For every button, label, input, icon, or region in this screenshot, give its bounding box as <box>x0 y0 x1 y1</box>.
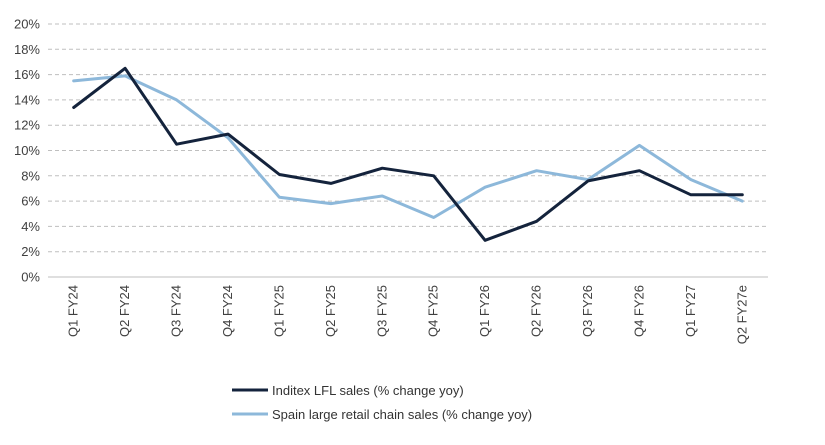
x-tick-label: Q1 FY24 <box>66 285 81 337</box>
gridlines <box>48 23 768 278</box>
x-tick-label: Q1 FY25 <box>271 285 286 337</box>
x-tick-label: Q2 FY27e <box>734 285 749 344</box>
legend: Inditex LFL sales (% change yoy) Spain l… <box>232 383 532 422</box>
x-axis-ticks: Q1 FY24 Q2 FY24 Q3 FY24 Q4 FY24 Q1 FY25 Q2 FY… <box>66 285 750 344</box>
y-tick-label: 18% <box>14 42 40 57</box>
y-tick-label: 8% <box>21 168 40 183</box>
x-tick-label: Q2 FY25 <box>323 285 338 337</box>
legend-entry-inditex: Inditex LFL sales (% change yoy) <box>232 383 464 398</box>
y-tick-label: 0% <box>21 270 40 285</box>
x-tick-label: Q2 FY24 <box>117 285 132 337</box>
y-tick-label: 14% <box>14 92 40 107</box>
series-line-spain <box>72 74 744 219</box>
y-tick-label: 16% <box>14 67 40 82</box>
series-line-inditex <box>72 66 744 242</box>
x-tick-label: Q1 FY26 <box>477 285 492 337</box>
legend-label-spain: Spain large retail chain sales (% change… <box>272 407 532 422</box>
x-tick-label: Q2 FY26 <box>529 285 544 337</box>
legend-label-inditex: Inditex LFL sales (% change yoy) <box>272 383 464 398</box>
y-tick-label: 2% <box>21 244 40 259</box>
y-tick-label: 20% <box>14 17 40 32</box>
y-tick-label: 10% <box>14 143 40 158</box>
y-tick-label: 6% <box>21 194 40 209</box>
series-lines <box>72 66 744 242</box>
legend-entry-spain: Spain large retail chain sales (% change… <box>232 407 532 422</box>
y-tick-label: 4% <box>21 219 40 234</box>
x-tick-label: Q3 FY24 <box>169 285 184 337</box>
x-tick-label: Q1 FY27 <box>683 285 698 337</box>
y-axis-ticks: 0% 2% 4% 6% 8% 10% 12% 14% 16% 18% 20% <box>14 17 40 285</box>
y-tick-label: 12% <box>14 118 40 133</box>
x-tick-label: Q3 FY25 <box>374 285 389 337</box>
x-tick-label: Q4 FY26 <box>631 285 646 337</box>
x-tick-label: Q3 FY26 <box>580 285 595 337</box>
x-tick-label: Q4 FY24 <box>220 285 235 337</box>
x-tick-label: Q4 FY25 <box>426 285 441 337</box>
